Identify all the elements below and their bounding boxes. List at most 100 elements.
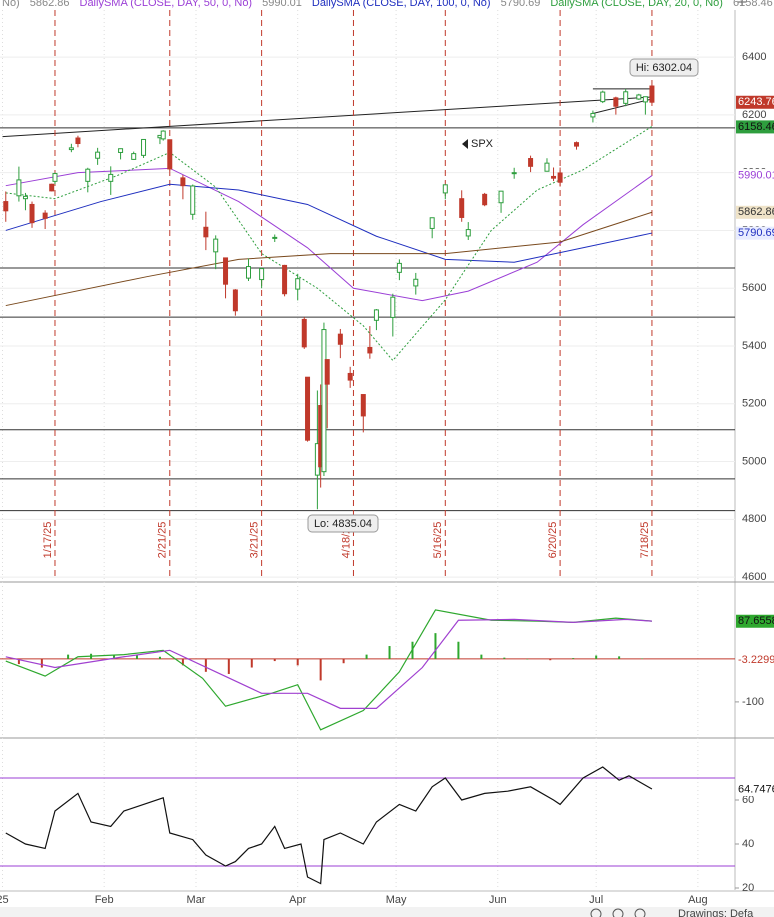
y-tick-label: 5200 — [742, 398, 766, 410]
x-tick-label: May — [386, 894, 407, 906]
histogram-bar — [181, 658, 184, 666]
candle-body — [337, 333, 343, 345]
trend-line — [592, 98, 653, 114]
lo-label: Lo: 4835.04 — [314, 518, 372, 530]
rsi-line — [5, 766, 653, 885]
candle-body — [301, 318, 307, 348]
price-label-box — [736, 653, 774, 667]
event-label: 7/18/25 — [639, 522, 651, 559]
histogram-bar — [319, 658, 322, 681]
candle-body — [68, 147, 74, 151]
candle-body — [108, 173, 114, 182]
candle-body — [429, 217, 435, 229]
histogram-bar — [618, 656, 621, 659]
x-tick-label: Jun — [489, 894, 507, 906]
icon[interactable] — [738, 0, 746, 6]
icon[interactable] — [634, 908, 646, 917]
legend-text: DailySMA (CLOSE, DAY, 20, 0, No) — [550, 0, 723, 9]
candle-body — [75, 137, 81, 145]
histogram-bar — [480, 654, 483, 659]
event-label: 5/16/25 — [432, 522, 444, 559]
histogram-bar — [526, 658, 529, 660]
price-label: 5862.86 — [738, 206, 774, 218]
symbol-label: SPX — [471, 138, 494, 150]
histogram-bar — [67, 654, 70, 659]
candle-body — [22, 195, 28, 200]
price-label-box — [736, 783, 774, 797]
candle-body — [396, 262, 402, 273]
x-tick-label: 25 — [0, 894, 9, 906]
histogram-bar — [204, 658, 207, 672]
x-tick-label: Apr — [289, 894, 306, 906]
event-label: 2/21/25 — [157, 522, 169, 559]
y-tick-label: 60 — [742, 794, 754, 806]
candle-body — [272, 236, 278, 239]
histogram-bar — [40, 658, 43, 668]
candle-body — [295, 278, 301, 290]
candle-body — [246, 266, 251, 279]
event-label: 3/21/25 — [249, 522, 261, 559]
settings-icon[interactable] — [738, 0, 746, 6]
icon[interactable] — [612, 908, 624, 917]
histogram-bar — [388, 646, 391, 659]
candle-body — [557, 172, 563, 183]
y-tick-label: 4600 — [742, 571, 766, 583]
candle-body — [347, 372, 353, 381]
price-label: 64.7476 — [738, 783, 774, 795]
icon[interactable] — [590, 908, 602, 917]
candle-body — [42, 212, 48, 219]
histogram-bar — [342, 658, 345, 664]
x-tick-label: Feb — [95, 894, 114, 906]
candle-body — [498, 190, 504, 204]
candle-body — [649, 85, 655, 103]
candle-body — [180, 177, 186, 187]
candle-body — [360, 394, 366, 417]
y-tick-label: 6400 — [742, 51, 766, 63]
candle-body — [321, 329, 327, 473]
candle-body — [131, 153, 137, 160]
price-label-box — [736, 226, 774, 240]
candle-body — [373, 309, 379, 321]
candle-body — [390, 296, 396, 318]
histogram-bar — [434, 633, 437, 659]
moving-average — [5, 167, 653, 302]
candle-body — [213, 238, 219, 253]
candle-body — [141, 138, 147, 156]
histogram-bar — [250, 658, 253, 668]
y-tick-label: 20 — [742, 882, 754, 894]
legend-text: 5790.69 — [501, 0, 541, 9]
histogram-bar — [17, 658, 20, 665]
candle-body — [282, 264, 288, 295]
y-tick-label: 5000 — [742, 455, 766, 467]
candle-body — [167, 139, 173, 170]
histogram-bar — [296, 658, 299, 666]
histogram-bar — [457, 641, 460, 659]
price-label: 5990.01 — [738, 169, 774, 181]
y-tick-label: -100 — [742, 696, 764, 708]
candle-body — [574, 142, 579, 147]
candle-body — [16, 179, 22, 197]
candle-body — [465, 229, 471, 237]
event-label: 1/17/25 — [42, 522, 54, 559]
candle-body — [511, 172, 517, 175]
histogram-bar — [641, 658, 644, 659]
histogram-bar — [549, 658, 552, 661]
candle-body — [29, 203, 35, 224]
toolbar-icons — [590, 908, 646, 917]
candle-body — [413, 278, 419, 287]
candle-body — [613, 97, 619, 107]
price-label-box — [736, 169, 774, 183]
hi-box — [629, 58, 699, 77]
legend-text: 5862.86 — [30, 0, 70, 9]
candle-body — [223, 257, 229, 285]
price-label: 6158.46 — [738, 121, 774, 133]
histogram-bar — [365, 654, 368, 659]
candle-body — [551, 175, 557, 179]
symbol-marker — [462, 139, 468, 149]
legend-text: 5990.01 — [262, 0, 302, 9]
price-label-box — [736, 614, 774, 628]
x-tick-label: Mar — [187, 894, 206, 906]
candle-body — [544, 162, 550, 172]
